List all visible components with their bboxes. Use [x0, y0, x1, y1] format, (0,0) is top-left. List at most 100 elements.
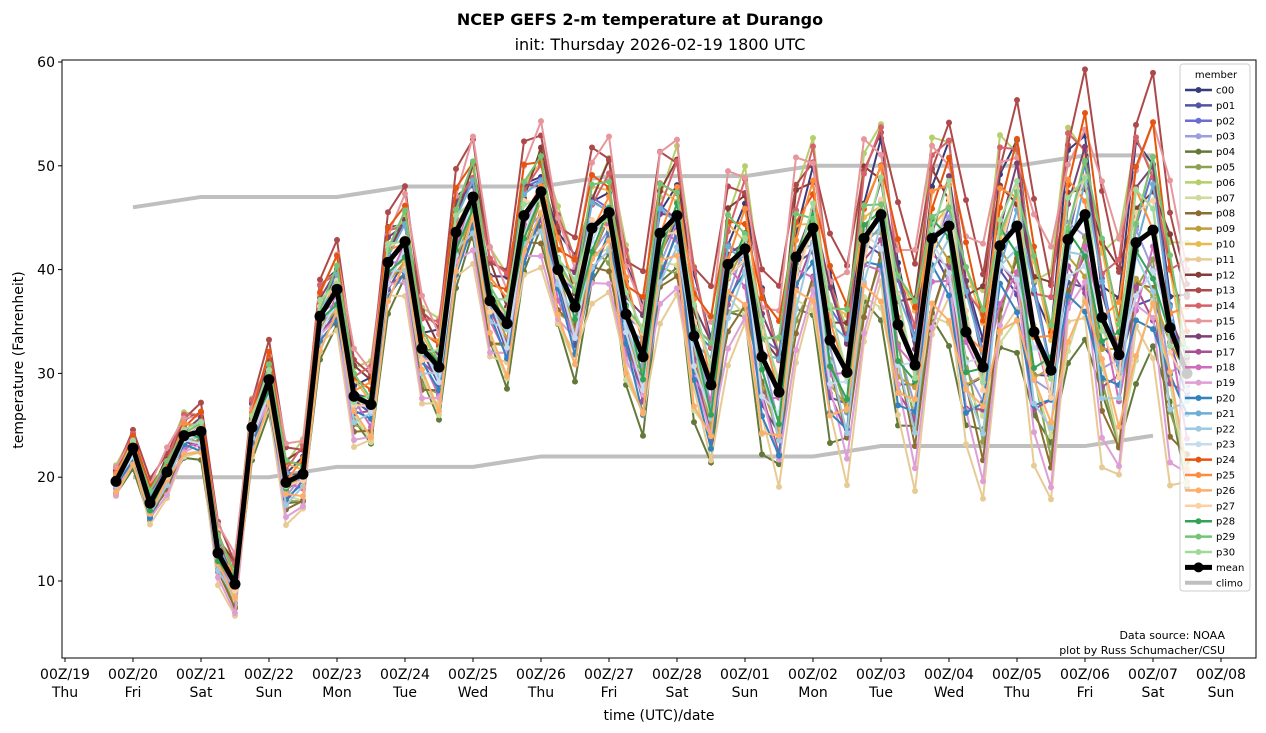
member-p15-point	[181, 415, 187, 422]
x-tick-label: 00Z/26	[516, 667, 566, 683]
mean-point	[1011, 220, 1023, 232]
member-p28-point	[1082, 253, 1088, 260]
member-p29-point	[725, 211, 731, 218]
member-p11-point	[980, 495, 986, 502]
mean-point	[637, 351, 649, 363]
member-p24-point	[1133, 163, 1139, 170]
legend-entry-p04: p04	[1185, 147, 1235, 158]
legend-swatch-marker	[1195, 472, 1202, 478]
legend-entry-p23: p23	[1185, 440, 1235, 451]
member-p13-point	[317, 276, 323, 283]
member-p20-point	[1133, 317, 1139, 324]
member-p26-point	[844, 405, 850, 412]
member-p19-point	[351, 436, 357, 443]
member-p25-point	[1065, 176, 1071, 183]
x-tick-label-day: Wed	[458, 685, 489, 701]
member-p27-point	[878, 196, 884, 203]
member-p13-point	[589, 144, 595, 151]
legend-entry-p15: p15	[1185, 317, 1235, 328]
member-p15-point	[164, 444, 170, 451]
member-p21-point	[725, 243, 731, 250]
member-p11-point	[1031, 462, 1037, 469]
mean-point	[994, 240, 1006, 252]
member-p22-point	[776, 437, 782, 444]
member-p30-point	[810, 200, 816, 207]
legend-swatch-marker	[1195, 441, 1202, 448]
member-p12-point	[725, 205, 731, 212]
legend-swatch-marker	[1195, 518, 1202, 525]
member-p23-point	[827, 380, 833, 387]
legend-entry-p27: p27	[1185, 501, 1235, 512]
legend-swatch-marker	[1195, 318, 1202, 324]
member-p15-point	[929, 142, 935, 149]
mean-point	[756, 351, 768, 363]
legend-entry-p01: p01	[1185, 101, 1235, 112]
x-tick-label-day: Sat	[190, 685, 213, 701]
member-p29-point	[538, 153, 544, 160]
member-p26-point	[351, 407, 357, 414]
member-p29-point	[1099, 235, 1105, 242]
legend-entry-p02: p02	[1185, 116, 1235, 127]
legend-swatch-marker	[1195, 271, 1202, 278]
member-p22-point	[844, 430, 850, 437]
member-p29-point	[776, 334, 782, 341]
member-p15-point	[793, 154, 799, 161]
member-p25-point	[555, 234, 561, 241]
x-tick-label-day: Sun	[1208, 685, 1235, 701]
y-tick-label: 40	[37, 263, 55, 279]
member-p28-point	[1014, 250, 1020, 257]
x-tick-label: 00Z/03	[856, 667, 906, 683]
x-tick-label: 00Z/04	[924, 667, 974, 683]
member-p26-point	[436, 407, 442, 414]
member-p24-point	[980, 317, 986, 324]
member-p30-point	[198, 418, 204, 425]
legend-label: p24	[1216, 455, 1235, 466]
member-p24-point	[946, 154, 952, 161]
member-p11-point	[895, 411, 901, 418]
member-p29-point	[657, 180, 663, 187]
member-p24-point	[640, 293, 646, 300]
member-p13-point	[946, 119, 952, 126]
mean-point	[739, 243, 751, 255]
member-p26-point	[1099, 356, 1105, 363]
member-p25-point	[878, 163, 884, 170]
legend-entry-p19: p19	[1185, 378, 1235, 389]
member-p24-point	[1014, 135, 1020, 142]
member-p26-point	[640, 410, 646, 417]
member-p28-point	[1031, 364, 1037, 371]
mean-point	[297, 468, 309, 480]
member-p19-point	[487, 349, 493, 356]
legend-entry-p22: p22	[1185, 424, 1235, 435]
member-p28-point	[759, 366, 765, 373]
mean-point	[1164, 322, 1176, 334]
member-p23-point	[946, 270, 952, 277]
member-p11-point	[283, 522, 289, 529]
member-p16-point	[827, 284, 833, 291]
mean-point	[416, 342, 428, 354]
x-tick-label: 00Z/23	[312, 667, 362, 683]
x-tick-label-day: Mon	[322, 685, 352, 701]
member-p25-point	[674, 183, 680, 190]
member-p07-point	[1048, 433, 1054, 440]
member-p14-point	[317, 281, 323, 288]
member-p19-point	[1099, 434, 1105, 441]
member-p20-point	[963, 409, 969, 416]
member-p15-point	[997, 159, 1003, 166]
member-p24-point	[912, 304, 918, 311]
mean-point	[365, 399, 377, 411]
member-p06-point	[929, 134, 935, 141]
member-p26-point	[861, 282, 867, 289]
plot-area: 10 20 30 40 50 60 00Z/19 Thu 00Z/20 Fri 00Z/21 Sat 0…	[37, 55, 1257, 701]
member-p13-point	[606, 155, 612, 162]
member-p15-point	[589, 159, 595, 166]
x-tick-label: 00Z/07	[1128, 667, 1178, 683]
mean-point	[841, 366, 853, 378]
legend-swatch-marker	[1195, 210, 1202, 217]
member-p23-point	[1150, 268, 1156, 275]
member-p11-point	[419, 400, 425, 407]
member-p19-point	[232, 610, 238, 617]
legend-label: p07	[1216, 193, 1235, 204]
member-p11-point	[1150, 355, 1156, 362]
member-p15-point	[657, 149, 663, 156]
member-p15-point	[861, 136, 867, 143]
